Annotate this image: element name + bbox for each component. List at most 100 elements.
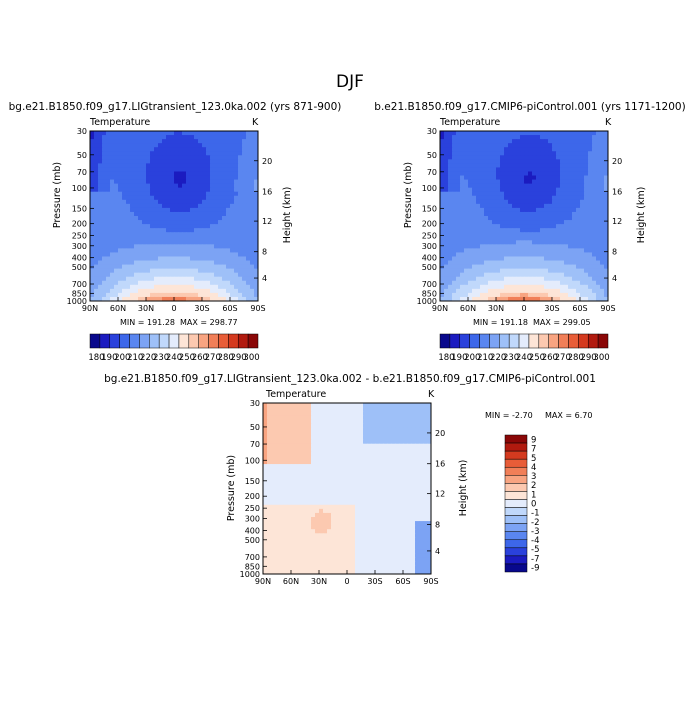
heatmap-cell — [134, 208, 139, 213]
heatmap-cell — [472, 228, 477, 233]
heatmap-cell — [367, 493, 372, 498]
heatmap-cell — [572, 248, 577, 253]
heatmap-cell — [532, 285, 537, 290]
heatmap-cell — [556, 220, 561, 225]
heatmap-cell — [214, 163, 219, 168]
heatmap-cell — [351, 480, 356, 485]
heatmap-cell — [524, 159, 529, 164]
heatmap-cell — [456, 143, 461, 148]
heatmap-cell — [383, 501, 388, 506]
heatmap-cell — [399, 407, 404, 412]
heatmap-cell — [126, 277, 131, 282]
heatmap-cell — [588, 208, 593, 213]
heatmap-cell — [126, 220, 131, 225]
heatmap-cell — [444, 281, 449, 286]
heatmap-cell — [480, 139, 485, 144]
heatmap-cell — [178, 277, 183, 282]
heatmap-cell — [588, 184, 593, 189]
heatmap-cell — [230, 281, 235, 286]
heatmap-cell — [528, 159, 533, 164]
heatmap-cell — [162, 155, 167, 160]
heatmap-cell — [512, 289, 517, 294]
heatmap-cell — [592, 252, 597, 257]
heatmap-cell — [512, 180, 517, 185]
heatmap-cell — [142, 135, 147, 140]
heatmap-cell — [448, 208, 453, 213]
y-right-tick-label: 8 — [262, 248, 267, 257]
heatmap-cell — [379, 415, 384, 420]
heatmap-cell — [468, 151, 473, 156]
heatmap-cell — [576, 139, 581, 144]
heatmap-cell — [572, 212, 577, 217]
heatmap-cell — [186, 212, 191, 217]
heatmap-cell — [556, 192, 561, 197]
heatmap-cell — [391, 432, 396, 437]
heatmap-cell — [383, 452, 388, 457]
heatmap-cell — [170, 240, 175, 245]
heatmap-cell — [363, 448, 368, 453]
heatmap-cell — [323, 480, 328, 485]
heatmap-cell — [267, 513, 272, 518]
heatmap-cell — [162, 159, 167, 164]
heatmap-cell — [271, 509, 276, 514]
heatmap-cell — [560, 236, 565, 241]
heatmap-cell — [142, 212, 147, 217]
heatmap-cell — [504, 143, 509, 148]
heatmap-cell — [154, 200, 159, 205]
heatmap-cell — [198, 159, 203, 164]
heatmap-cell — [154, 224, 159, 229]
heatmap-cell — [182, 200, 187, 205]
heatmap-cell — [94, 236, 99, 241]
heatmap-cell — [246, 180, 251, 185]
heatmap-cell — [371, 444, 376, 449]
heatmap-cell — [584, 220, 589, 225]
heatmap-cell — [295, 505, 300, 510]
heatmap-cell — [540, 204, 545, 209]
heatmap-cell — [351, 403, 356, 408]
heatmap-cell — [379, 456, 384, 461]
heatmap-cell — [230, 228, 235, 233]
heatmap-cell — [580, 139, 585, 144]
heatmap-cell — [359, 505, 364, 510]
heatmap-cell — [564, 139, 569, 144]
heatmap-cell — [448, 171, 453, 176]
colorbar-box — [199, 334, 209, 348]
heatmap-cell — [303, 468, 308, 473]
heatmap-cell — [202, 139, 207, 144]
heatmap-cell — [520, 171, 525, 176]
heatmap-cell — [114, 135, 119, 140]
heatmap-cell — [271, 427, 276, 432]
heatmap-cell — [311, 464, 316, 469]
heatmap-cell — [588, 163, 593, 168]
heatmap-cell — [560, 147, 565, 152]
heatmap-cell — [592, 135, 597, 140]
heatmap-cell — [367, 419, 372, 424]
heatmap-cell — [512, 184, 517, 189]
heatmap-cell — [560, 269, 565, 274]
heatmap-cell — [363, 517, 368, 522]
heatmap-cell — [202, 204, 207, 209]
heatmap-cell — [548, 277, 553, 282]
heatmap-cell — [118, 212, 123, 217]
heatmap-cell — [242, 188, 247, 193]
heatmap-cell — [456, 151, 461, 156]
heatmap-cell — [524, 285, 529, 290]
heatmap-cell — [560, 228, 565, 233]
heatmap-cell — [174, 285, 179, 290]
heatmap-cell — [106, 261, 111, 266]
heatmap-cell — [415, 440, 420, 445]
heatmap-cell — [592, 171, 597, 176]
heatmap-cell — [158, 273, 163, 278]
heatmap-cell — [162, 204, 167, 209]
heatmap-cell — [391, 419, 396, 424]
heatmap-cell — [307, 460, 312, 465]
heatmap-cell — [484, 256, 489, 261]
heatmap-cell — [600, 131, 605, 136]
heatmap-cell — [110, 188, 115, 193]
heatmap-cell — [544, 204, 549, 209]
heatmap-cell — [512, 261, 517, 266]
heatmap-cell — [472, 159, 477, 164]
heatmap-cell — [174, 135, 179, 140]
heatmap-cell — [496, 131, 501, 136]
heatmap-cell — [448, 232, 453, 237]
